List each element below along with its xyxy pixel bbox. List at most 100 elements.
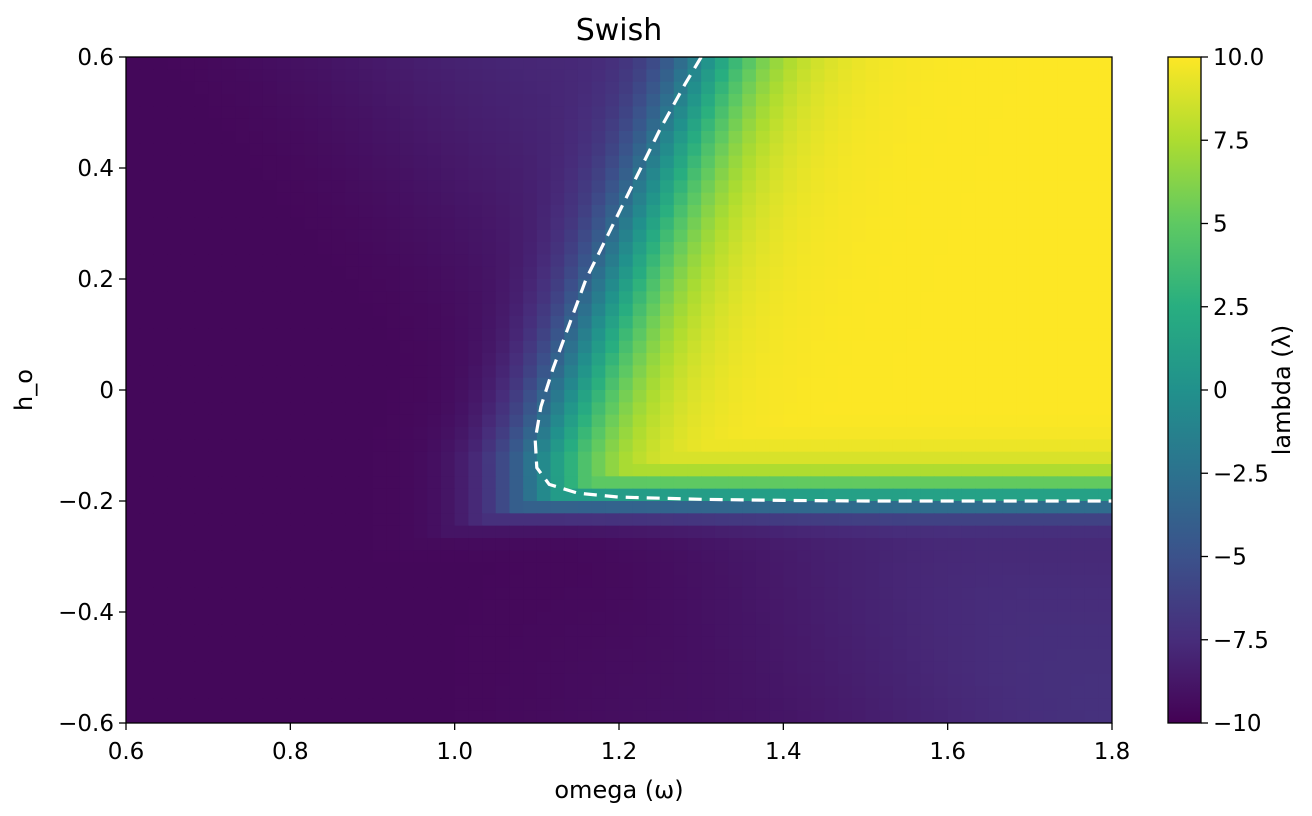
heatmap-cell bbox=[975, 451, 990, 465]
heatmap-cell bbox=[221, 624, 237, 638]
heatmap-cell bbox=[865, 464, 880, 477]
heatmap-cell bbox=[714, 316, 730, 329]
heatmap-cell bbox=[933, 316, 949, 329]
heatmap-cell bbox=[1043, 242, 1058, 255]
heatmap-cell bbox=[523, 538, 538, 551]
heatmap-cell bbox=[290, 316, 305, 329]
heatmap-cell bbox=[920, 562, 935, 576]
heatmap-cell bbox=[1057, 612, 1072, 625]
heatmap-cell bbox=[413, 365, 428, 379]
zero-contour-line bbox=[533, 57, 1112, 503]
heatmap-cell bbox=[564, 390, 579, 403]
heatmap-cell bbox=[619, 340, 634, 354]
heatmap-cell bbox=[482, 587, 497, 601]
heatmap-cell bbox=[933, 476, 949, 490]
heatmap-cell bbox=[468, 649, 483, 662]
heatmap-cell bbox=[687, 414, 702, 428]
heatmap-cell bbox=[1070, 587, 1086, 601]
heatmap-cell bbox=[495, 649, 511, 662]
heatmap-cell bbox=[208, 217, 223, 231]
heatmap-cell bbox=[413, 464, 428, 477]
heatmap-cell bbox=[892, 217, 908, 231]
heatmap-cell bbox=[1043, 612, 1058, 625]
heatmap-cell bbox=[235, 562, 250, 576]
heatmap-cell bbox=[290, 427, 305, 440]
heatmap-cell bbox=[1043, 710, 1058, 723]
heatmap-cell bbox=[290, 131, 305, 144]
heatmap-cell bbox=[317, 94, 333, 107]
heatmap-cell bbox=[1029, 266, 1045, 280]
heatmap-cell bbox=[920, 624, 935, 638]
heatmap-cell bbox=[440, 390, 456, 403]
heatmap-cell bbox=[372, 710, 387, 723]
heatmap-cell bbox=[920, 439, 935, 453]
heatmap-cell bbox=[194, 538, 209, 551]
heatmap-cell bbox=[673, 69, 689, 83]
heatmap-cell bbox=[619, 710, 634, 723]
heatmap-cell bbox=[947, 710, 962, 723]
heatmap-cell bbox=[235, 291, 250, 305]
heatmap-cell bbox=[290, 106, 305, 120]
heatmap-cell bbox=[1029, 538, 1045, 551]
heatmap-cell bbox=[1002, 451, 1017, 465]
heatmap-cell bbox=[1002, 636, 1017, 650]
heatmap-cell bbox=[701, 291, 716, 305]
heatmap-cell bbox=[468, 254, 483, 268]
heatmap-cell bbox=[988, 106, 1004, 120]
heatmap-cell bbox=[153, 464, 168, 477]
heatmap-cell bbox=[742, 365, 757, 379]
heatmap-cell bbox=[605, 377, 620, 391]
heatmap-cell bbox=[1070, 205, 1086, 218]
heatmap-cell bbox=[851, 340, 867, 354]
heatmap-cell bbox=[536, 143, 552, 157]
heatmap-cell bbox=[769, 340, 784, 354]
heatmap-cell bbox=[1016, 94, 1031, 107]
heatmap-cell bbox=[276, 414, 291, 428]
heatmap-cell bbox=[673, 279, 689, 292]
heatmap-cell bbox=[769, 488, 784, 502]
heatmap-cell bbox=[180, 501, 196, 514]
heatmap-cell bbox=[290, 205, 305, 218]
heatmap-cell bbox=[1002, 192, 1017, 206]
colorbar: 10.07.552.50−2.5−5−7.5−10 lambda (λ) bbox=[1167, 45, 1296, 737]
heatmap-cell bbox=[879, 94, 894, 107]
heatmap-cell bbox=[440, 661, 456, 675]
heatmap-cell bbox=[262, 513, 278, 527]
heatmap-cell bbox=[947, 538, 962, 551]
heatmap-cell bbox=[591, 303, 606, 317]
heatmap-cell bbox=[345, 427, 360, 440]
heatmap-cell bbox=[317, 649, 333, 662]
heatmap-cell bbox=[399, 229, 415, 243]
heatmap-cell bbox=[591, 525, 606, 539]
heatmap-cell bbox=[290, 464, 305, 477]
heatmap-cell bbox=[865, 143, 880, 157]
heatmap-cell bbox=[920, 180, 935, 194]
heatmap-cell bbox=[440, 698, 456, 712]
heatmap-cell bbox=[714, 710, 730, 723]
heatmap-cell bbox=[249, 303, 264, 317]
heatmap-cell bbox=[194, 353, 209, 366]
heatmap-cell bbox=[769, 205, 784, 218]
heatmap-cell bbox=[920, 353, 935, 366]
heatmap-cell bbox=[947, 192, 962, 206]
heatmap-cell bbox=[208, 254, 223, 268]
heatmap-cell bbox=[550, 525, 565, 539]
heatmap-cell bbox=[564, 402, 579, 416]
heatmap-cell bbox=[988, 192, 1004, 206]
heatmap-cell bbox=[180, 168, 196, 181]
heatmap-cell bbox=[290, 525, 305, 539]
heatmap-cell bbox=[742, 353, 757, 366]
heatmap-cell bbox=[988, 599, 1004, 613]
heatmap-cell bbox=[454, 192, 469, 206]
heatmap-cell bbox=[290, 254, 305, 268]
heatmap-cell bbox=[646, 279, 661, 292]
heatmap-cell bbox=[167, 575, 182, 588]
heatmap-cell bbox=[619, 57, 634, 70]
heatmap-cell bbox=[1057, 414, 1072, 428]
heatmap-cell bbox=[605, 291, 620, 305]
heatmap-cell bbox=[605, 168, 620, 181]
heatmap-cell bbox=[413, 501, 428, 514]
heatmap-cell bbox=[139, 69, 154, 83]
heatmap-cell bbox=[673, 254, 689, 268]
heatmap-cell bbox=[728, 587, 743, 601]
